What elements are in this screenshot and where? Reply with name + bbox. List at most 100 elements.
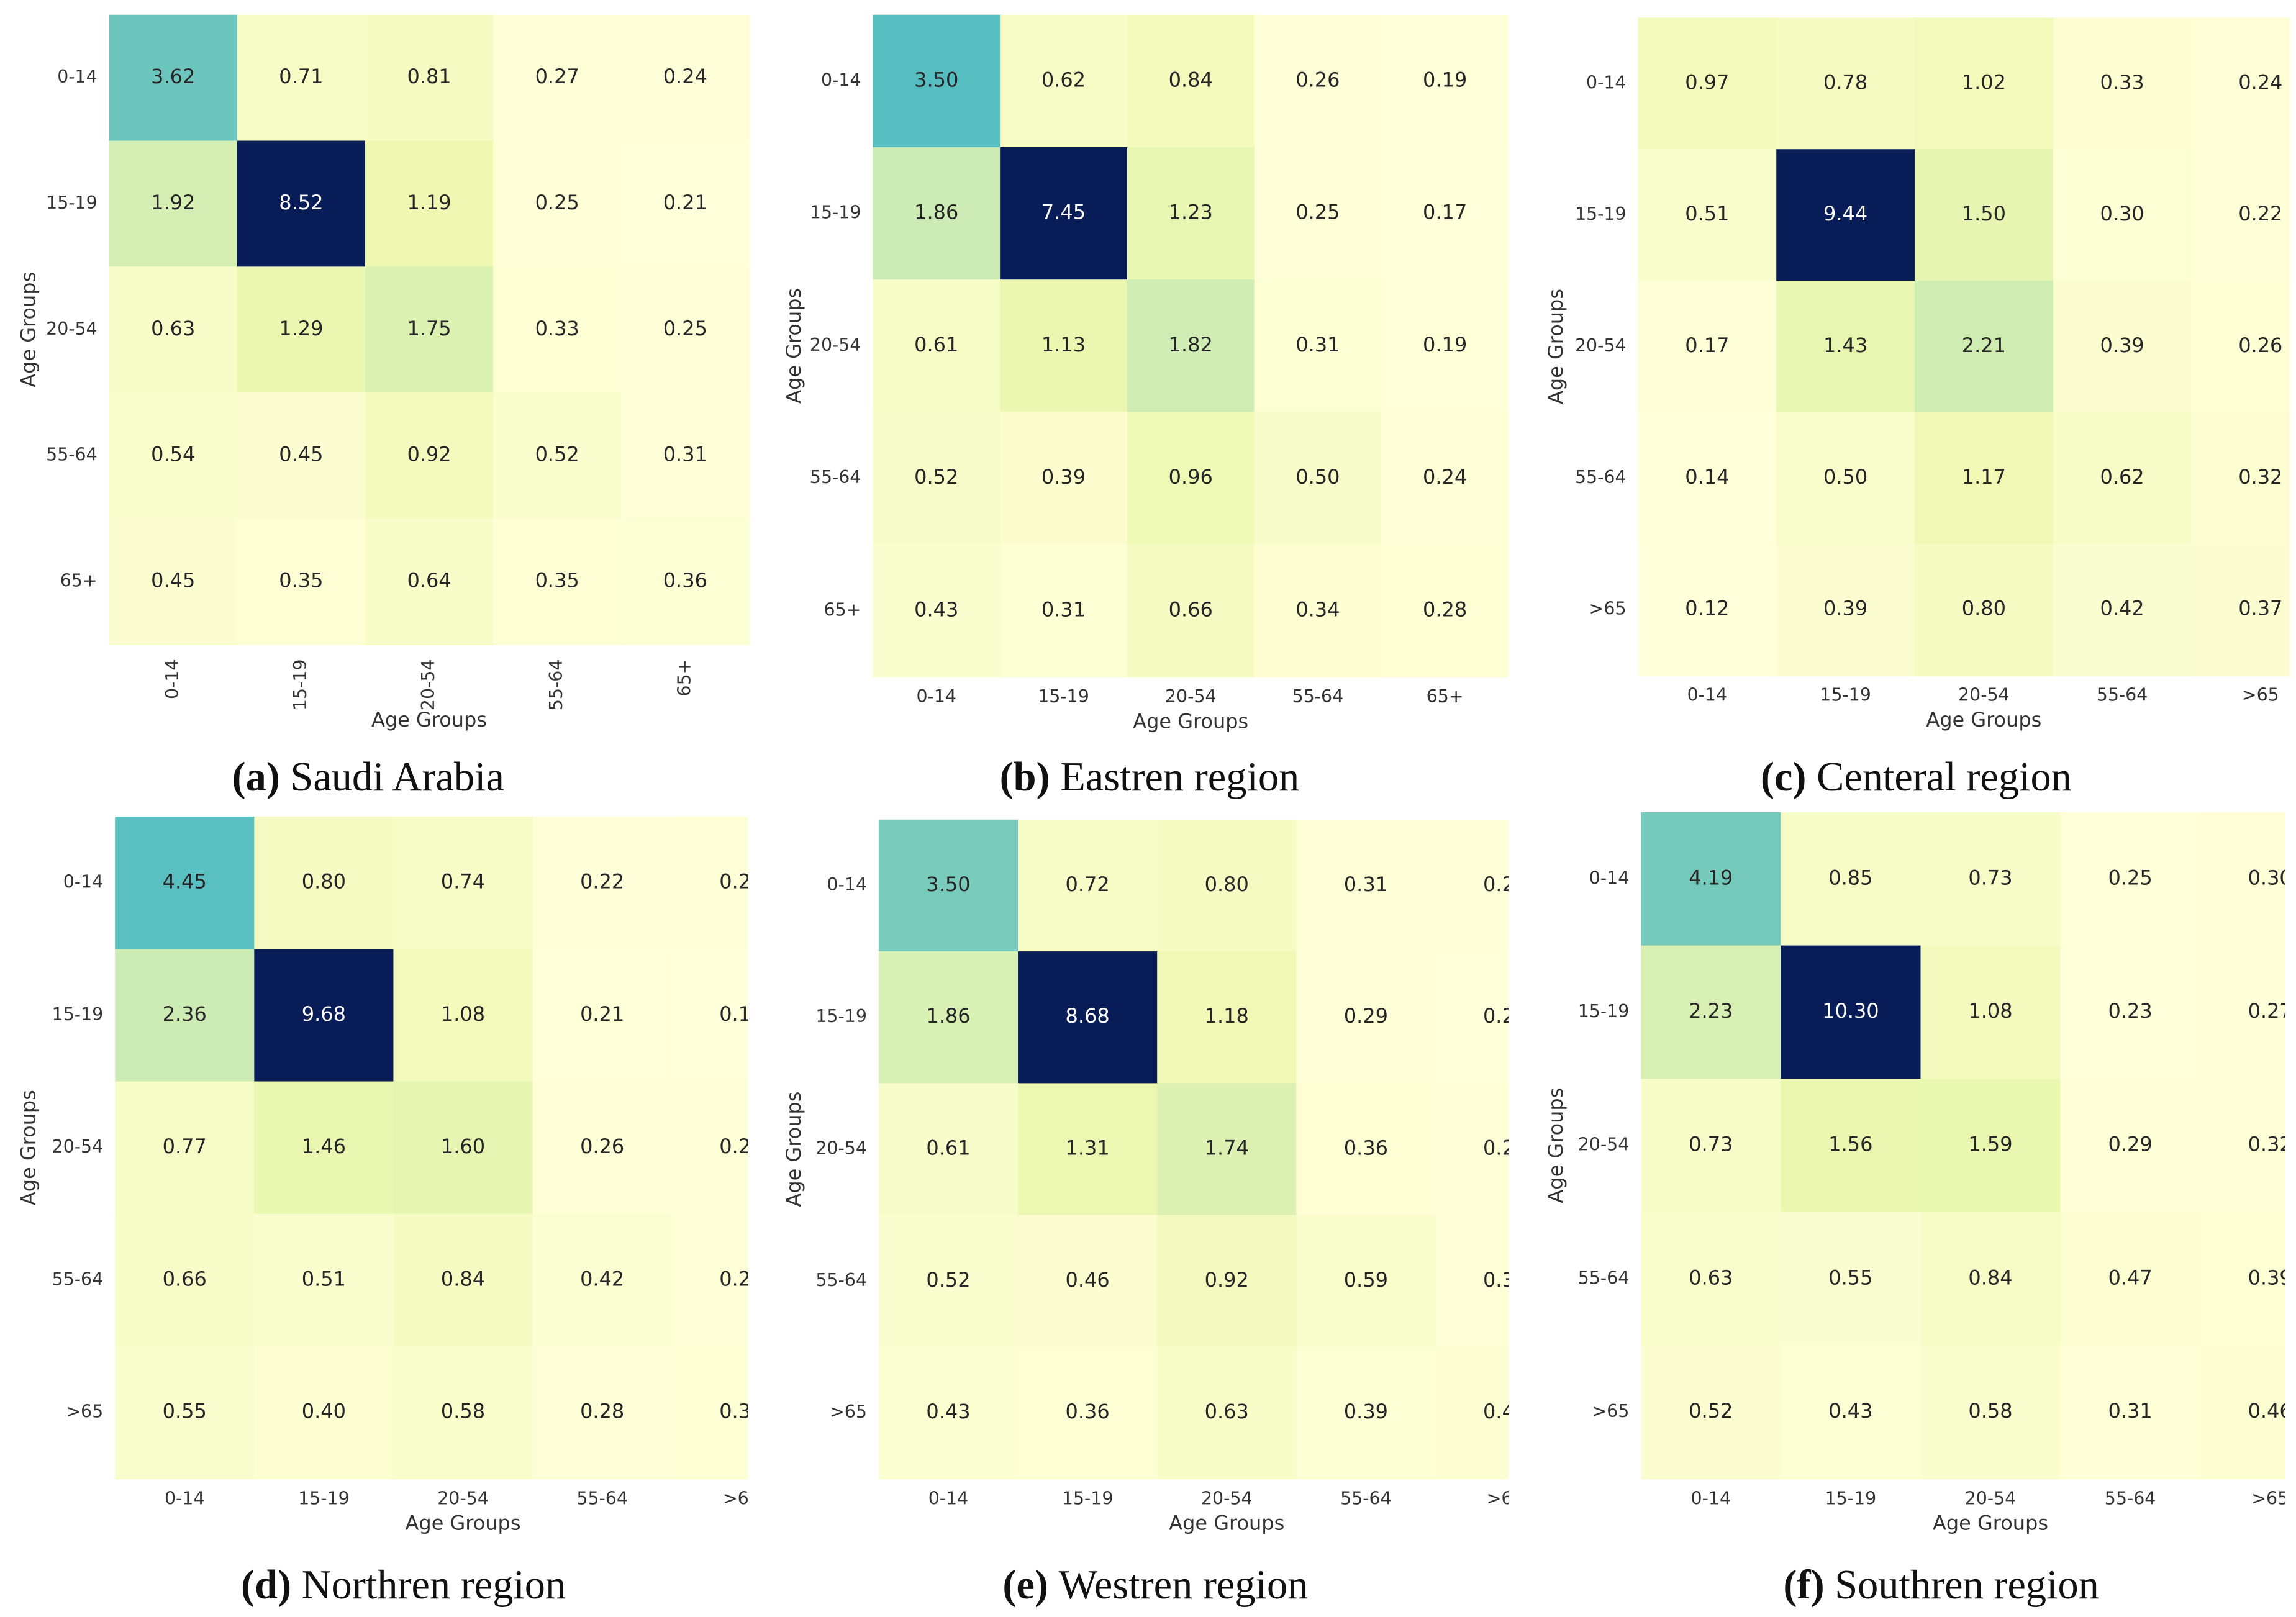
caption-title: Southren region [1835,1562,2099,1608]
heatmap-cell [1127,147,1255,281]
caption-label: (a) [232,754,280,800]
cell-label: 0.31 [1344,872,1388,896]
heatmap-cell [1641,812,1782,946]
heatmap-cell [1638,543,1777,676]
caption-label: (b) [1000,754,1050,800]
x-tick-label: 55-64 [2097,685,2148,705]
heatmap-cell [237,140,366,268]
cell-label: 0.29 [1344,1004,1388,1028]
heatmap-cell [1641,1079,1782,1213]
heatmap-cell [2060,1212,2201,1346]
cell-label: 0.19 [1423,68,1467,91]
heatmap-cell [1776,281,1916,414]
heatmap-cell [878,819,1019,953]
heatmap-cell [1296,819,1436,953]
heatmap-cell [1435,1083,1509,1216]
x-tick-label: 15-19 [1038,686,1089,707]
heatmap-cell [1638,412,1777,545]
cell-label: 0.63 [1689,1266,1733,1289]
heatmap-cell [254,817,394,950]
cell-label: 8.68 [1066,1004,1110,1028]
heatmap-cell [1018,1083,1158,1216]
cell-label: 1.50 [1962,202,2006,225]
cell-label: 0.45 [279,443,323,466]
cell-label: 0.80 [302,870,346,894]
cell-label: 0.21 [663,191,707,214]
heatmap-cell [254,949,394,1082]
cell-label: 0.19 [1423,333,1467,356]
cell-label: 0.22 [580,870,624,894]
heatmap-panel: 3.62 0.71 0.81 0.27 0.24 1.92 8.52 1.19 0.25 0.21… [17,14,750,732]
heatmap-cell [2191,543,2290,676]
heatmap-cell [365,140,494,268]
cell-label: 0.31 [1295,333,1340,356]
cell-label: 2.21 [1962,333,2006,357]
heatmap-cell [254,1213,394,1348]
y-tick-label: >65 [1592,1401,1629,1421]
heatmap-cell [1254,544,1382,678]
cell-label: 0.50 [1823,465,1867,489]
y-tick-label: 0-14 [1586,72,1627,93]
cell-label: 1.13 [1041,333,1086,356]
caption-label: (c) [1761,754,1807,800]
cell-label: 0.84 [1968,1266,2012,1289]
cell-label: 0.33 [535,317,579,340]
heatmap-cell [878,951,1019,1084]
heatmap-cell [2200,945,2286,1080]
y-tick-label: >65 [830,1402,867,1422]
cell-label: 0.35 [279,568,323,592]
cell-label: 0.31 [663,443,707,466]
heatmap-cell [873,147,1001,281]
cell-label: 3.50 [926,872,970,896]
cell-label: 0.62 [2100,465,2144,489]
cell-label: 1.82 [1169,333,1213,356]
cell-label: 0.63 [1205,1400,1249,1423]
cell-label: 1.86 [914,201,958,224]
heatmap-cell [1781,945,1922,1080]
y-axis-label: Age Groups [1544,289,1568,404]
heatmap-cell [1776,412,1916,545]
cell-label: 0.14 [1685,465,1729,489]
x-tick-label: 0-14 [1691,1488,1731,1508]
cell-label: 0.24 [719,870,763,894]
heatmap-cell [115,1346,255,1480]
cell-label: 0.25 [2108,866,2152,889]
cell-label: 0.73 [1689,1133,1733,1156]
heatmap-cell [873,14,1001,148]
cell-label: 0.52 [1689,1399,1733,1423]
cell-label: 0.33 [719,1400,763,1423]
heatmap-cell [393,1346,533,1480]
heatmap-cell [237,14,366,142]
caption-title: Northren region [302,1562,566,1608]
y-tick-label: 55-64 [815,1270,867,1290]
heatmap-cell [1296,1083,1436,1216]
heatmap-cell [109,14,238,142]
heatmap-cell [237,392,366,520]
cell-label: 1.08 [441,1002,485,1026]
heatmap-panel: 3.50 0.72 0.80 0.31 0.25 1.86 8.68 1.18 0.29 0.22… [782,819,1509,1535]
cell-label: 0.17 [1685,333,1729,357]
cell-label: 0.46 [2248,1399,2292,1423]
cell-label: 1.08 [1968,999,2012,1023]
cell-label: 0.40 [302,1400,346,1423]
heatmap-cell [1127,544,1255,678]
heatmap-cell [1781,1079,1922,1213]
cell-label: 1.60 [441,1135,485,1158]
heatmap-cell [1296,1215,1436,1348]
heatmap-cell [1157,1215,1297,1348]
y-tick-label: 0-14 [57,66,98,87]
heatmap-cell [1157,1346,1297,1480]
heatmap-cell [1157,1083,1297,1216]
heatmap-cell [493,14,622,142]
heatmap-cell [365,518,494,645]
cell-label: 0.61 [926,1136,970,1160]
x-axis-label: Age Groups [406,1511,521,1535]
x-axis-label: Age Groups [371,708,487,732]
cell-label: 0.28 [1423,597,1467,621]
heatmap-cell [1638,281,1777,414]
cell-label: 0.39 [2248,1266,2292,1289]
caption-label: (d) [241,1562,291,1608]
cell-label: 1.92 [151,191,195,214]
x-tick-label: 15-19 [1062,1488,1114,1508]
x-axis-label: Age Groups [1926,708,2041,732]
